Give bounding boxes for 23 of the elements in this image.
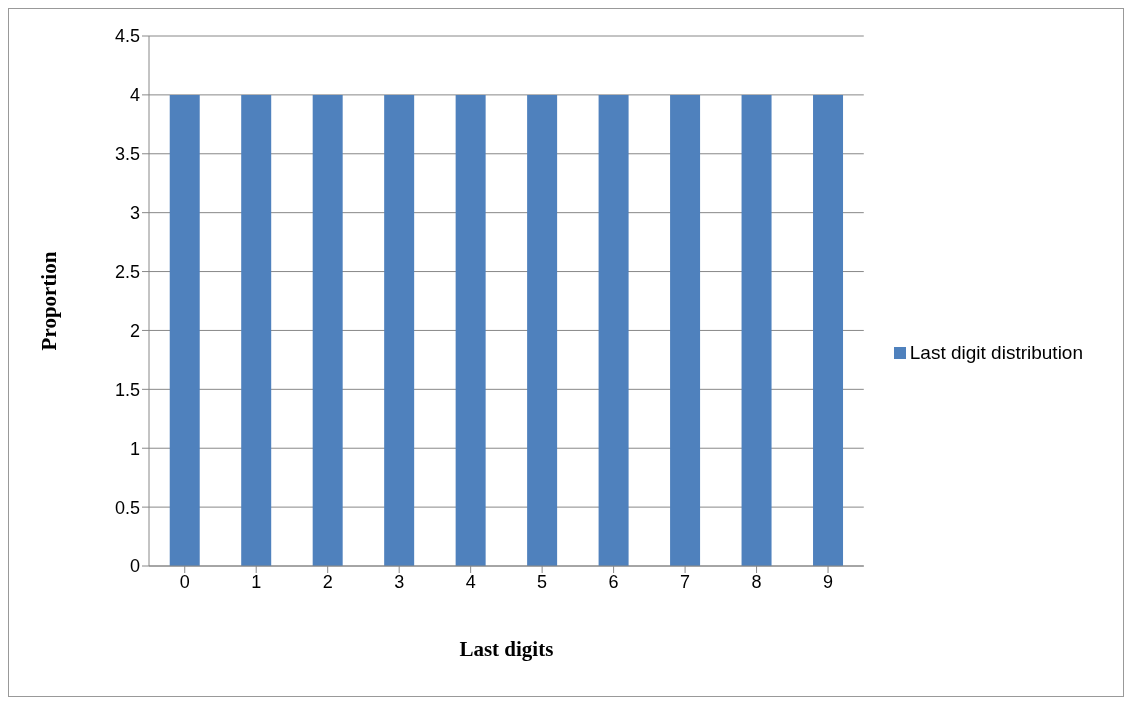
y-tick-label: 3.5 [114,144,140,165]
y-tick-label: 2 [129,320,140,341]
x-tick-label: 1 [251,571,262,592]
x-tick-label: 9 [823,571,834,592]
y-tick-label: 2.5 [114,261,140,282]
y-tick-label: 0 [129,556,140,577]
x-tick-label: 3 [394,571,405,592]
x-tick-label: 7 [680,571,691,592]
x-tick-label: 6 [608,571,619,592]
y-tick-label: 4 [129,85,140,106]
y-tick-label: 0.5 [114,497,140,518]
x-axis-title: Last digits [459,637,554,661]
x-tick-label: 4 [465,571,476,592]
x-tick-label: 5 [537,571,548,592]
y-tick-label: 1 [129,438,140,459]
y-tick-label: 3 [129,203,140,224]
x-tick-label: 8 [751,571,762,592]
x-tick-label: 2 [322,571,333,592]
x-tick-label: 0 [179,571,190,592]
legend-label: Last digit distribution [909,341,1083,363]
y-tick-label: 1.5 [114,379,140,400]
y-axis-title: Proportion [37,251,62,351]
y-tick-label: 4.5 [114,26,140,47]
